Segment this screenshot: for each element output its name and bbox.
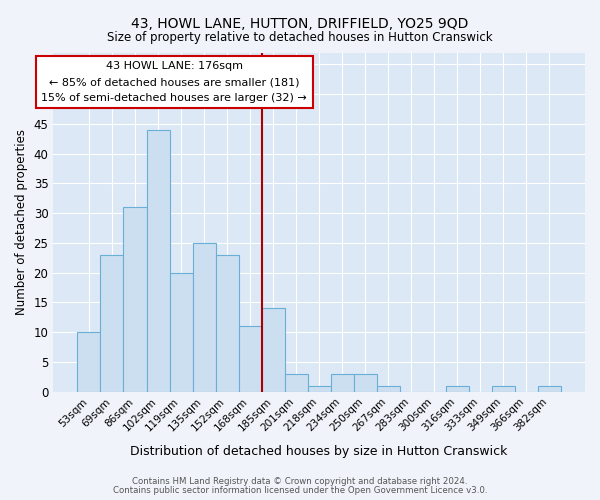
Bar [377,386,400,392]
Bar [215,255,239,392]
Bar [331,374,353,392]
Bar [353,374,377,392]
Bar [146,130,170,392]
Text: Size of property relative to detached houses in Hutton Cranswick: Size of property relative to detached ho… [107,31,493,44]
Bar [77,332,100,392]
Bar [239,326,262,392]
Bar [538,386,561,392]
X-axis label: Distribution of detached houses by size in Hutton Cranswick: Distribution of detached houses by size … [130,444,508,458]
Bar [492,386,515,392]
Bar [284,374,308,392]
Bar [124,207,146,392]
Bar [446,386,469,392]
Text: Contains HM Land Registry data © Crown copyright and database right 2024.: Contains HM Land Registry data © Crown c… [132,477,468,486]
Bar [170,272,193,392]
Text: Contains public sector information licensed under the Open Government Licence v3: Contains public sector information licen… [113,486,487,495]
Y-axis label: Number of detached properties: Number of detached properties [15,129,28,315]
Bar [193,243,215,392]
Bar [308,386,331,392]
Text: 43, HOWL LANE, HUTTON, DRIFFIELD, YO25 9QD: 43, HOWL LANE, HUTTON, DRIFFIELD, YO25 9… [131,18,469,32]
Bar [100,255,124,392]
Text: 43 HOWL LANE: 176sqm
← 85% of detached houses are smaller (181)
15% of semi-deta: 43 HOWL LANE: 176sqm ← 85% of detached h… [41,62,307,102]
Bar [262,308,284,392]
